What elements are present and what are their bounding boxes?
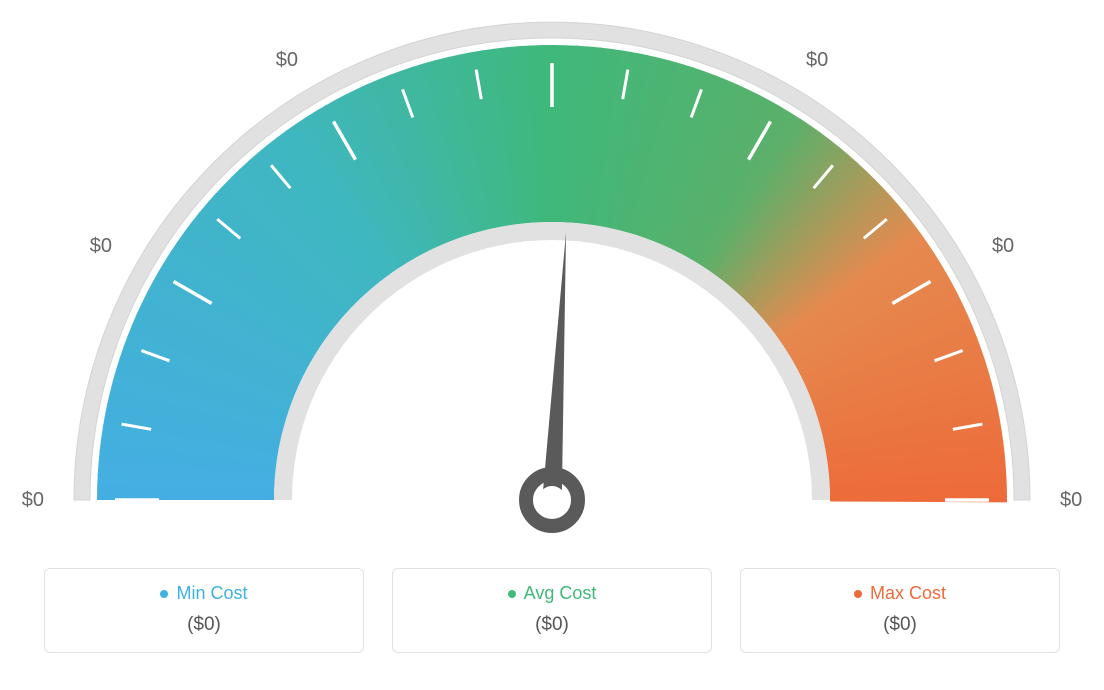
gauge-chart: $0 $0 $0 $0 $0 $0 $0	[0, 0, 1104, 560]
legend-label-text: Avg Cost	[524, 583, 597, 604]
legend-value-avg: ($0)	[411, 614, 693, 636]
dot-icon	[854, 590, 862, 598]
gauge-scale-label: $0	[992, 235, 1014, 257]
gauge-svg: $0 $0 $0 $0 $0 $0 $0	[0, 0, 1104, 560]
legend-label-max: Max Cost	[854, 583, 946, 604]
dot-icon	[508, 590, 516, 598]
legend-value-min: ($0)	[63, 614, 345, 636]
gauge-needle-hub-hole	[538, 486, 566, 514]
legend-card-min: Min Cost ($0)	[44, 568, 364, 653]
legend-label-min: Min Cost	[160, 583, 247, 604]
gauge-scale-label: $0	[90, 235, 112, 257]
legend-row: Min Cost ($0) Avg Cost ($0) Max Cost ($0…	[0, 568, 1104, 653]
gauge-scale-label: $0	[276, 49, 298, 71]
gauge-needle	[542, 232, 566, 502]
dot-icon	[160, 590, 168, 598]
legend-card-avg: Avg Cost ($0)	[392, 568, 712, 653]
gauge-scale-label: $0	[541, 0, 563, 3]
legend-label-avg: Avg Cost	[508, 583, 597, 604]
legend-card-max: Max Cost ($0)	[740, 568, 1060, 653]
gauge-scale-label: $0	[806, 49, 828, 71]
legend-label-text: Min Cost	[176, 583, 247, 604]
gauge-scale-label: $0	[1060, 489, 1082, 511]
legend-value-max: ($0)	[759, 614, 1041, 636]
gauge-scale-label: $0	[22, 489, 44, 511]
legend-label-text: Max Cost	[870, 583, 946, 604]
